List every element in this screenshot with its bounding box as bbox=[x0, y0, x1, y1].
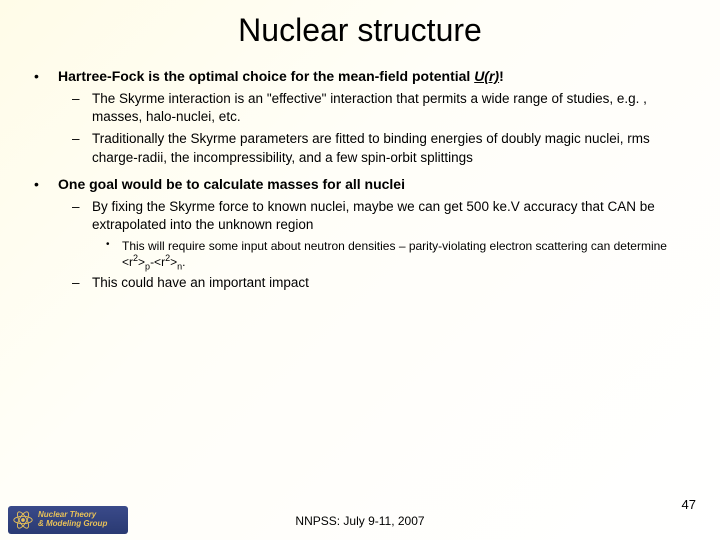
bullet-1: Hartree-Fock is the optimal choice for t… bbox=[28, 67, 692, 167]
slide-body: Hartree-Fock is the optimal choice for t… bbox=[0, 67, 720, 293]
bullet-1-sub-2: Traditionally the Skyrme parameters are … bbox=[58, 130, 692, 166]
logo-text: Nuclear Theory & Modeling Group bbox=[38, 511, 107, 529]
logo: Nuclear Theory & Modeling Group bbox=[8, 506, 128, 534]
atom-icon bbox=[12, 509, 34, 531]
slide-title: Nuclear structure bbox=[0, 0, 720, 67]
bullet-2-sub-1: By fixing the Skyrme force to known nucl… bbox=[58, 198, 692, 271]
bullet-1-text: Hartree-Fock is the optimal choice for t… bbox=[58, 68, 504, 84]
bullet-1-sub-1: The Skyrme interaction is an "effective"… bbox=[58, 90, 692, 126]
bullet-2-sub-1-sub-1: This will require some input about neutr… bbox=[92, 238, 692, 270]
bullet-2-sub-2: This could have an important impact bbox=[58, 274, 692, 292]
bullet-2-text: One goal would be to calculate masses fo… bbox=[58, 176, 405, 192]
page-number: 47 bbox=[682, 497, 696, 512]
logo-badge: Nuclear Theory & Modeling Group bbox=[8, 506, 128, 534]
bullet-2: One goal would be to calculate masses fo… bbox=[28, 175, 692, 293]
